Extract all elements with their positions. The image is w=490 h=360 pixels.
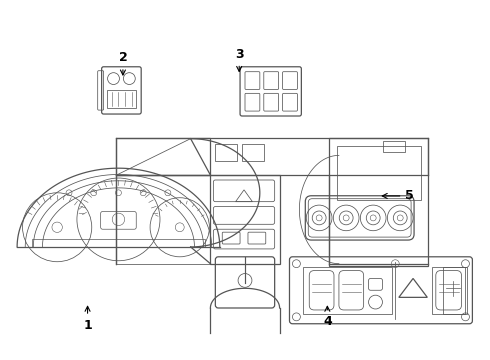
Text: 4: 4 (323, 306, 332, 328)
Bar (383, 141, 405, 152)
Bar (242, 144, 264, 161)
Bar (107, 90, 136, 108)
Bar (432, 267, 466, 314)
Bar (443, 267, 467, 314)
Bar (117, 138, 210, 175)
Text: 3: 3 (235, 48, 244, 71)
Bar (210, 175, 280, 264)
Bar (303, 267, 392, 314)
Text: 1: 1 (83, 306, 92, 332)
Bar (32, 239, 205, 247)
Text: 2: 2 (119, 51, 127, 75)
Bar (337, 145, 421, 200)
Bar (215, 144, 237, 161)
Text: 5: 5 (382, 189, 414, 202)
Bar (329, 138, 428, 266)
